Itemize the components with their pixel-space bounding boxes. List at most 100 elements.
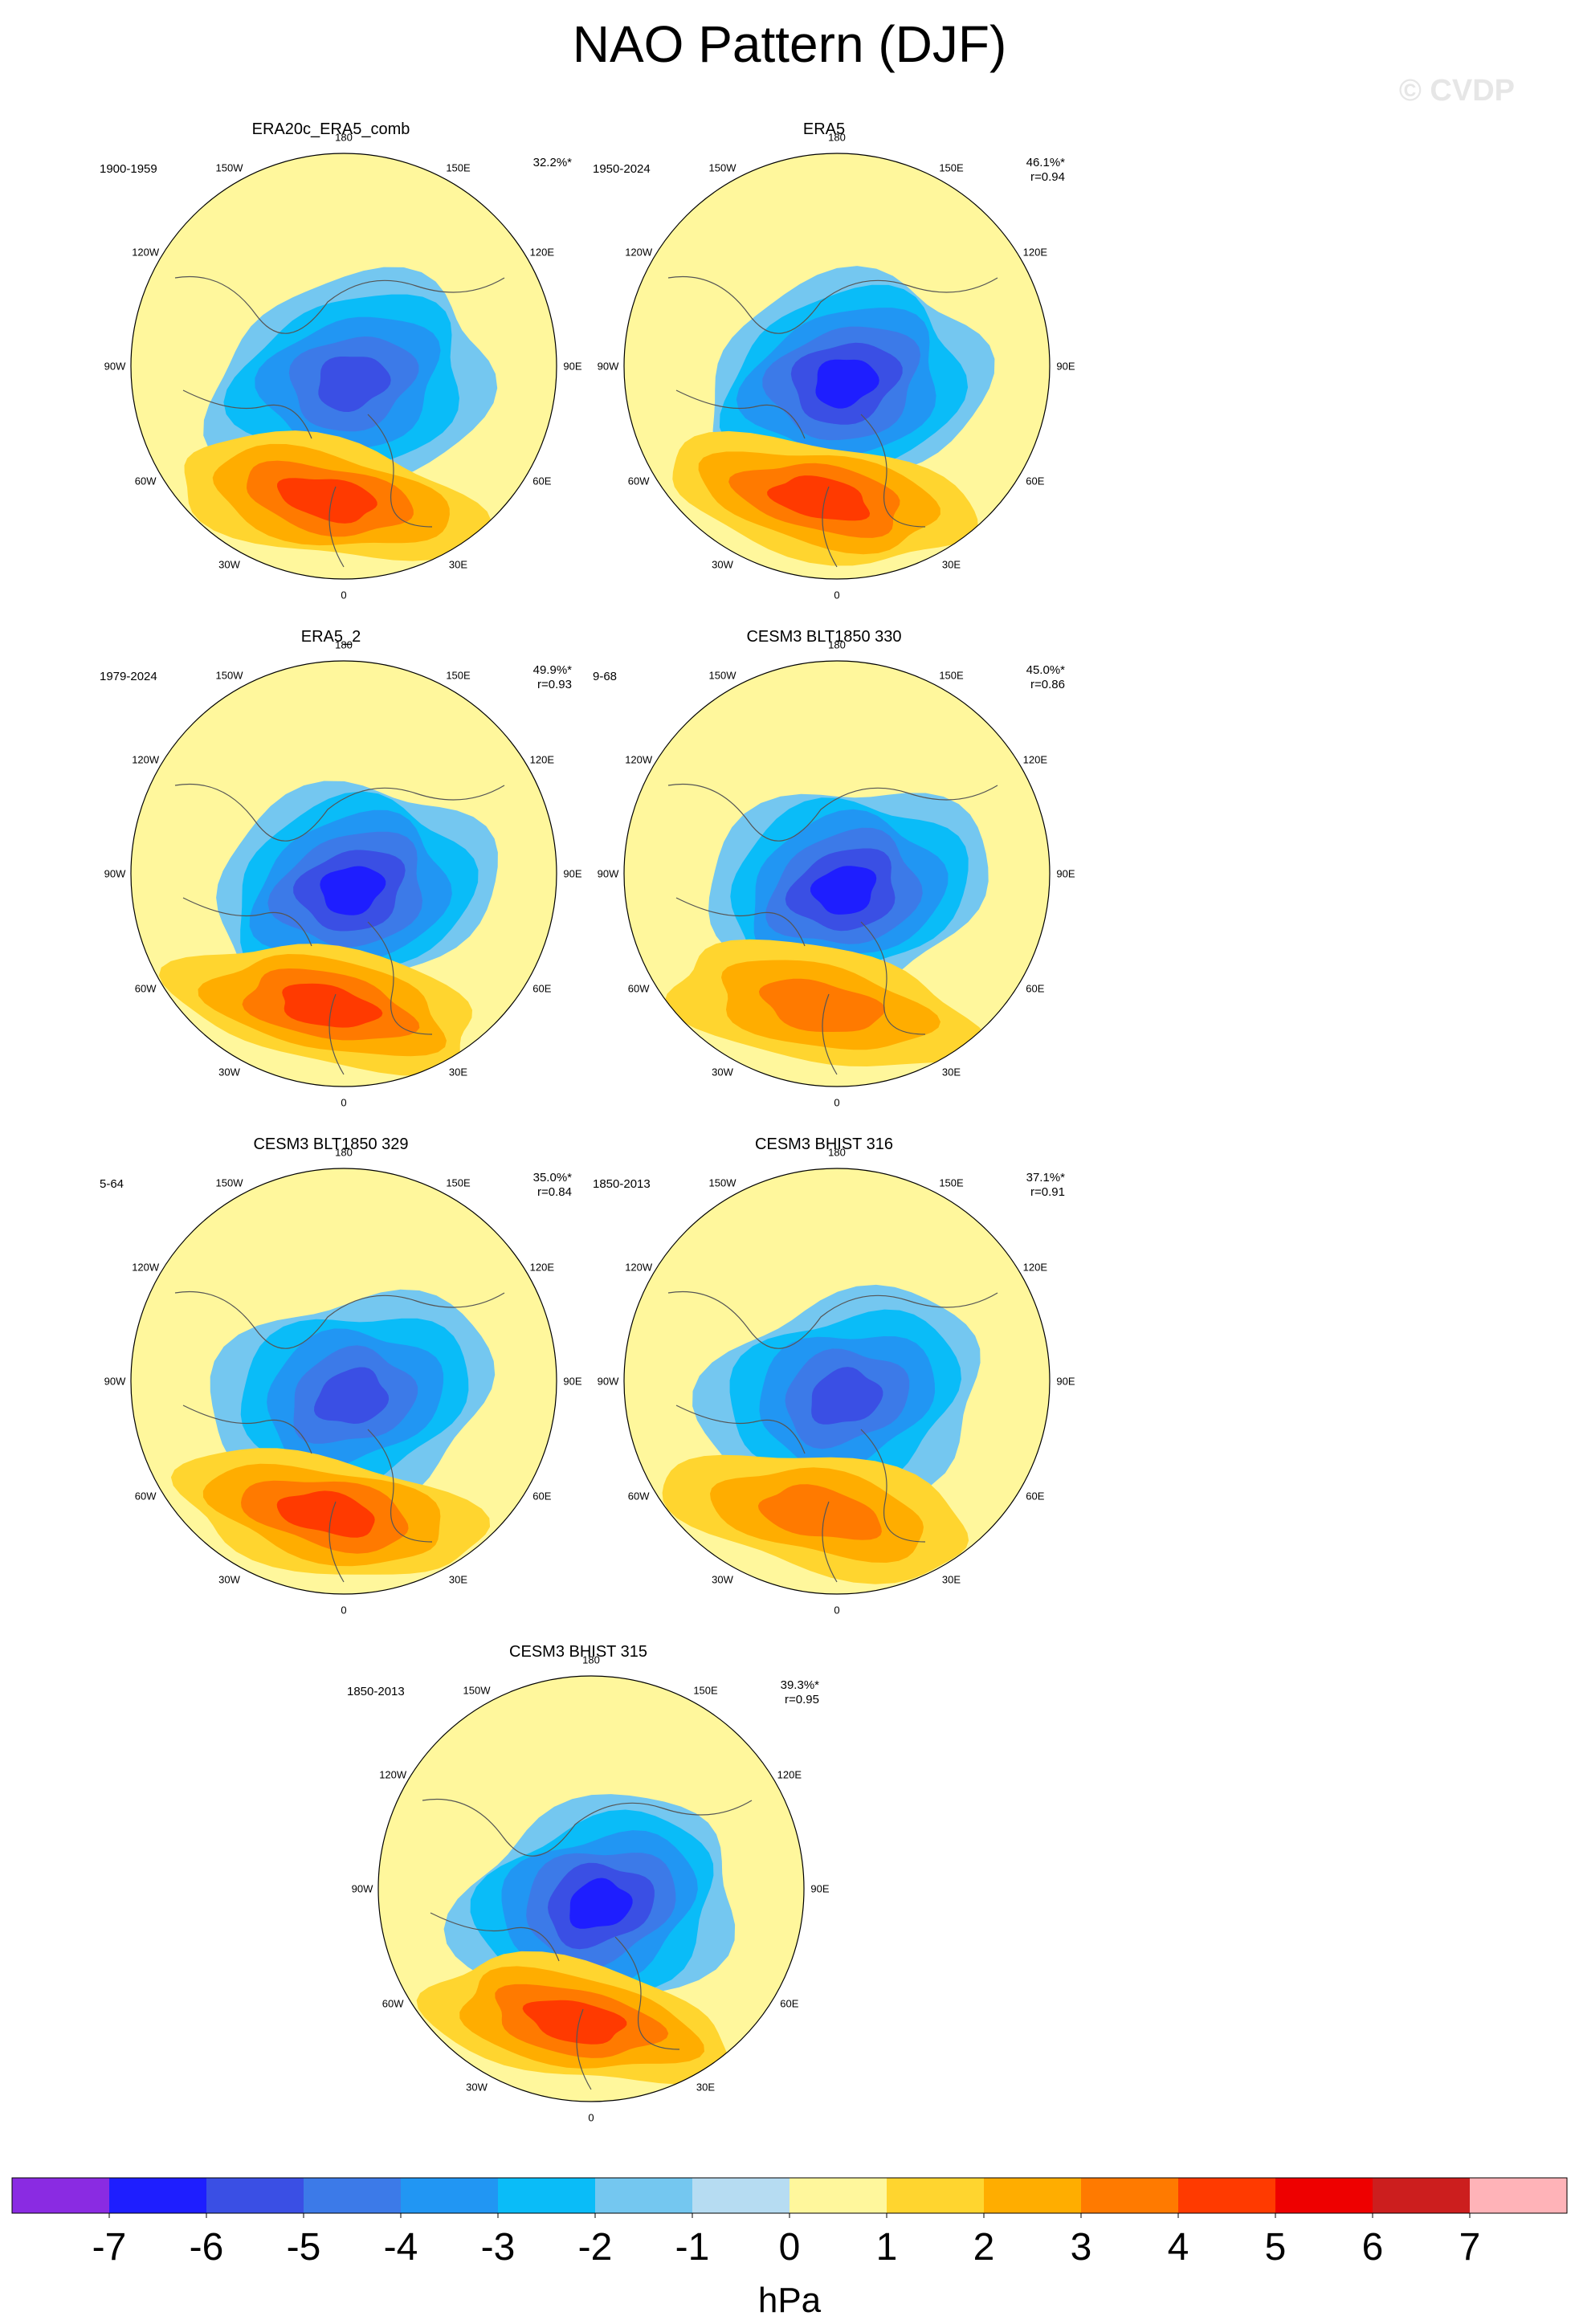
map-panel: CESM3 BLT1850 329 5-64 35.0%* r=0.84 180 150E… xyxy=(82,1135,582,1617)
longitude-label: 150E xyxy=(446,669,471,682)
longitude-label: 120E xyxy=(1022,753,1047,765)
longitude-label: 180 xyxy=(335,131,353,144)
longitude-label: 180 xyxy=(335,1146,353,1159)
longitude-label: 0 xyxy=(834,1604,840,1617)
longitude-label: 0 xyxy=(834,1096,840,1109)
colorbar-swatch xyxy=(790,2178,887,2213)
longitude-label: 120E xyxy=(529,1261,554,1273)
longitude-label: 60W xyxy=(627,475,650,487)
longitude-label: 180 xyxy=(828,638,846,651)
longitude-label: 30W xyxy=(712,1573,733,1586)
colorbar-swatch xyxy=(1373,2178,1471,2213)
longitude-label: 90W xyxy=(104,1375,126,1388)
longitude-label: 120E xyxy=(529,246,554,258)
longitude-label: 30W xyxy=(712,1066,733,1078)
map-border xyxy=(623,660,1051,1087)
polar-map xyxy=(623,1168,1051,1595)
longitude-label: 150W xyxy=(215,1176,243,1189)
colorbar-units-label: hPa xyxy=(757,2281,822,2320)
longitude-label: 90E xyxy=(563,1375,582,1388)
longitude-label: 30W xyxy=(466,2081,488,2094)
longitude-label: 60E xyxy=(780,1997,799,2009)
colorbar-tick-label: -3 xyxy=(481,2226,516,2269)
panel-correlation: r=0.91 xyxy=(1030,1185,1065,1199)
longitude-label: 60E xyxy=(1026,1490,1045,1502)
longitude-label: 60W xyxy=(627,1490,650,1502)
colorbar-swatch xyxy=(498,2178,596,2213)
longitude-label: 150W xyxy=(708,1176,736,1189)
longitude-label: 150W xyxy=(463,1684,491,1697)
panel-period: 1850-2013 xyxy=(593,1177,651,1191)
contour-high-3 xyxy=(757,1484,882,1540)
longitude-label: 120W xyxy=(379,1768,407,1780)
colorbar-swatch xyxy=(1470,2178,1568,2213)
polar-map xyxy=(623,660,1051,1087)
longitude-label: 180 xyxy=(828,131,846,144)
longitude-label: 150E xyxy=(446,161,471,174)
longitude-label: 60E xyxy=(532,1490,552,1502)
panel-stats: 32.2%* xyxy=(533,156,572,170)
map-border xyxy=(623,153,1051,580)
panel-stats: 45.0%* r=0.86 xyxy=(1026,663,1065,692)
coastlines xyxy=(422,1798,753,2090)
contour-low-6 xyxy=(810,866,877,915)
longitude-label: 30W xyxy=(218,558,240,571)
panel-title: ERA20c_ERA5_comb xyxy=(251,120,410,138)
colorbar-swatch xyxy=(206,2178,304,2213)
longitude-label: 30E xyxy=(941,1066,961,1078)
colorbar-swatch xyxy=(887,2178,985,2213)
longitude-label: 30W xyxy=(218,1066,240,1078)
panel-stats: 37.1%* r=0.91 xyxy=(1026,1171,1065,1200)
colorbar-tick-label: 4 xyxy=(1168,2226,1189,2269)
longitude-label: 150W xyxy=(215,161,243,174)
contour-high-3 xyxy=(758,978,885,1032)
contour-low-6 xyxy=(320,866,386,915)
map-border xyxy=(130,153,557,580)
longitude-label: 30E xyxy=(941,1573,961,1586)
longitude-label: 60W xyxy=(627,982,650,994)
panel-period: 5-64 xyxy=(100,1177,124,1191)
longitude-label: 90E xyxy=(810,1882,830,1895)
longitude-label: 120W xyxy=(625,1261,653,1273)
longitude-label: 120W xyxy=(132,753,160,765)
panel-title: CESM3 BHIST 315 xyxy=(509,1643,647,1661)
longitude-label: 90E xyxy=(1056,360,1075,373)
longitude-label: 90W xyxy=(597,867,619,880)
longitude-label: 180 xyxy=(828,1146,846,1159)
contour-high-4 xyxy=(767,475,871,521)
colorbar-swatch xyxy=(595,2178,693,2213)
longitude-label: 150W xyxy=(708,669,736,682)
map-border xyxy=(130,1168,557,1595)
colorbar-swatch xyxy=(304,2178,402,2213)
longitude-label: 90W xyxy=(351,1882,373,1895)
panel-title: ERA5_2 xyxy=(300,628,361,646)
longitude-label: 90E xyxy=(1056,1375,1075,1388)
contour-low-6 xyxy=(569,1878,633,1929)
colorbar-tick-label: 0 xyxy=(779,2226,801,2269)
map-border xyxy=(130,660,557,1087)
contour-low-6 xyxy=(815,359,879,409)
panel-period: 1900-1959 xyxy=(100,162,157,176)
polar-map xyxy=(377,1675,805,2102)
panel-correlation: r=0.94 xyxy=(1030,170,1065,184)
colorbar-tick-label: -2 xyxy=(578,2226,613,2269)
map-panel: ERA5_2 1979-2024 49.9%* r=0.93 180 150E 120E 90… xyxy=(82,628,582,1110)
coastlines xyxy=(174,1290,505,1583)
longitude-label: 60W xyxy=(134,1490,157,1502)
longitude-label: 90E xyxy=(1056,867,1075,880)
longitude-label: 0 xyxy=(834,589,840,601)
panel-variance: 49.9%* xyxy=(532,663,572,677)
panel-stats: 35.0%* r=0.84 xyxy=(533,1171,572,1200)
longitude-label: 180 xyxy=(582,1653,600,1666)
longitude-label: 150E xyxy=(939,669,964,682)
map-panel: CESM3 BHIST 316 1850-2013 37.1%* r=0.91 180 1… xyxy=(575,1135,1075,1617)
colorbar-tick-label: 3 xyxy=(1071,2226,1092,2269)
map-border xyxy=(623,1168,1051,1595)
longitude-label: 30W xyxy=(712,558,733,571)
colorbar-swatch xyxy=(12,2178,110,2213)
longitude-label: 120W xyxy=(132,246,160,258)
panel-variance: 39.3%* xyxy=(780,1678,819,1692)
longitude-label: 60E xyxy=(532,982,552,994)
panel-stats: 49.9%* r=0.93 xyxy=(533,663,572,692)
colorbar-tick-label: -4 xyxy=(384,2226,418,2269)
